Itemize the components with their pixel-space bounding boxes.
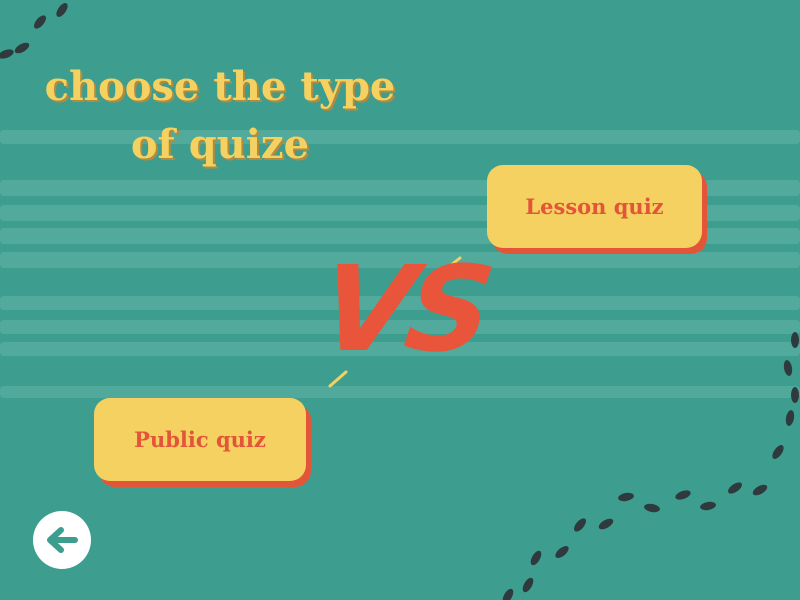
title: choose the type of quize [20, 58, 420, 174]
vs-sparks [328, 256, 462, 388]
back-arrow-icon [47, 527, 78, 553]
back-button[interactable] [33, 511, 91, 569]
title-line: choose the type [44, 63, 396, 110]
vs-label: VS [312, 240, 497, 378]
lesson-quiz-button[interactable]: Lesson quiz [487, 165, 702, 248]
code-texture [0, 130, 800, 398]
title-line: of quize [130, 121, 310, 168]
public-quiz-button[interactable]: Public quiz [94, 398, 306, 481]
